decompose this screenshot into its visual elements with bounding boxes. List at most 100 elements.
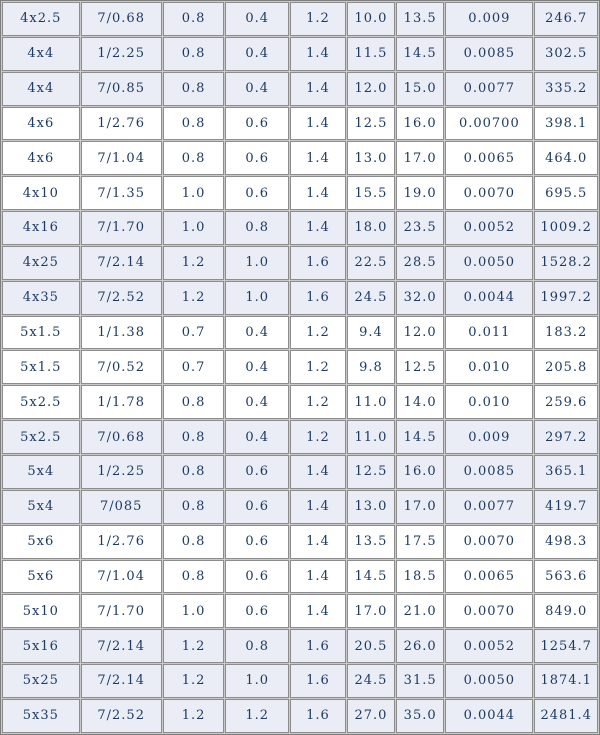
table-cell: 15.0 [396, 71, 445, 106]
table-cell: 1.2 [225, 698, 289, 733]
table-cell: 0.0052 [445, 211, 534, 245]
table-cell: 7/0.85 [80, 71, 162, 106]
table-cell: 1528.2 [534, 245, 598, 280]
table-cell: 1.6 [289, 698, 346, 733]
table-cell: 302.5 [534, 36, 598, 71]
table-cell: 335.2 [534, 71, 598, 106]
table-cell: 11.5 [346, 36, 396, 71]
table-cell: 1.4 [289, 524, 346, 559]
table-cell: 2481.4 [534, 698, 598, 733]
table-cell: 1/2.76 [80, 106, 162, 141]
table-cell: 0.0070 [445, 176, 534, 211]
table-cell: 18.5 [396, 559, 445, 594]
table-cell: 14.5 [346, 559, 396, 594]
table-cell: 4x6 [2, 106, 80, 141]
table-row: 5x2.5 7/0.68 0.8 0.4 1.2 11.0 14.5 0.009 297.2 [2, 420, 598, 454]
table-cell: 1.2 [289, 315, 346, 350]
table-cell: 0.009 [445, 420, 534, 454]
table-cell: 4x35 [2, 280, 80, 315]
table-row: 5x4 1/2.25 0.8 0.6 1.4 12.5 16.0 0.0085 365.1 [2, 454, 598, 489]
table-cell: 1.4 [289, 36, 346, 71]
table-cell: 1.6 [289, 664, 346, 698]
table-cell: 4x4 [2, 36, 80, 71]
table-cell: 0.010 [445, 385, 534, 420]
table-row: 4x6 7/1.04 0.8 0.6 1.4 13.0 17.0 0.0065 464.0 [2, 141, 598, 176]
table-cell: 7/2.14 [80, 664, 162, 698]
table-cell: 24.5 [346, 664, 396, 698]
table-cell: 0.0070 [445, 594, 534, 629]
table-cell: 1.4 [289, 141, 346, 176]
table-cell: 0.8 [162, 36, 225, 71]
table-cell: 246.7 [534, 2, 598, 36]
table-cell: 13.5 [396, 2, 445, 36]
table-cell: 18.0 [346, 211, 396, 245]
table-cell: 17.0 [346, 594, 396, 629]
table-cell: 10.0 [346, 2, 396, 36]
table-cell: 1.0 [225, 245, 289, 280]
table-cell: 0.8 [225, 629, 289, 664]
table-cell: 13.0 [346, 141, 396, 176]
table-cell: 17.0 [396, 489, 445, 524]
table-cell: 0.0044 [445, 698, 534, 733]
table-cell: 7/2.52 [80, 280, 162, 315]
table-cell: 7/0.52 [80, 350, 162, 385]
table-cell: 1.4 [289, 211, 346, 245]
table-cell: 0.010 [445, 350, 534, 385]
table-cell: 27.0 [346, 698, 396, 733]
table-cell: 0.0065 [445, 141, 534, 176]
table-cell: 7/1.70 [80, 594, 162, 629]
table-cell: 0.8 [162, 71, 225, 106]
table-row: 4x4 1/2.25 0.8 0.4 1.4 11.5 14.5 0.0085 302.5 [2, 36, 598, 71]
table-cell: 0.0085 [445, 36, 534, 71]
table-row: 4x16 7/1.70 1.0 0.8 1.4 18.0 23.5 0.0052 1009.2 [2, 211, 598, 245]
table-cell: 0.6 [225, 454, 289, 489]
table-cell: 4x6 [2, 141, 80, 176]
table-cell: 14.5 [396, 420, 445, 454]
table-cell: 14.5 [396, 36, 445, 71]
table-cell: 1/2.25 [80, 454, 162, 489]
table-cell: 0.0077 [445, 489, 534, 524]
table-cell: 849.0 [534, 594, 598, 629]
table-cell: 1.0 [162, 594, 225, 629]
table-cell: 12.5 [346, 454, 396, 489]
table-cell: 0.7 [162, 315, 225, 350]
table-cell: 0.0044 [445, 280, 534, 315]
table-row: 5x6 7/1.04 0.8 0.6 1.4 14.5 18.5 0.0065 563.6 [2, 559, 598, 594]
table-cell: 183.2 [534, 315, 598, 350]
table-cell: 1/1.38 [80, 315, 162, 350]
table-cell: 365.1 [534, 454, 598, 489]
table-cell: 1.2 [162, 245, 225, 280]
table-cell: 1.4 [289, 489, 346, 524]
table-row: 4x25 7/2.14 1.2 1.0 1.6 22.5 28.5 0.0050 1528.2 [2, 245, 598, 280]
table-cell: 0.8 [162, 420, 225, 454]
table-cell: 7/1.35 [80, 176, 162, 211]
table-cell: 1.2 [162, 664, 225, 698]
table-cell: 4x25 [2, 245, 80, 280]
table-cell: 0.4 [225, 315, 289, 350]
table-cell: 4x2.5 [2, 2, 80, 36]
table-cell: 7/0.68 [80, 420, 162, 454]
table-cell: 12.5 [346, 106, 396, 141]
table-row: 5x6 1/2.76 0.8 0.6 1.4 13.5 17.5 0.0070 498.3 [2, 524, 598, 559]
table-cell: 0.7 [162, 350, 225, 385]
table-cell: 13.5 [346, 524, 396, 559]
table-cell: 9.8 [346, 350, 396, 385]
table-cell: 398.1 [534, 106, 598, 141]
table-cell: 0.6 [225, 524, 289, 559]
table-cell: 205.8 [534, 350, 598, 385]
table-row: 4x4 7/0.85 0.8 0.4 1.4 12.0 15.0 0.0077 335.2 [2, 71, 598, 106]
table-row: 4x35 7/2.52 1.2 1.0 1.6 24.5 32.0 0.0044 1997.2 [2, 280, 598, 315]
table-cell: 0.6 [225, 106, 289, 141]
table-row: 5x10 7/1.70 1.0 0.6 1.4 17.0 21.0 0.0070 849.0 [2, 594, 598, 629]
table-row: 5x4 7/085 0.8 0.6 1.4 13.0 17.0 0.0077 419.7 [2, 489, 598, 524]
table-cell: 464.0 [534, 141, 598, 176]
table-cell: 7/2.52 [80, 698, 162, 733]
table-cell: 0.0050 [445, 245, 534, 280]
table-cell: 1.6 [289, 280, 346, 315]
table-cell: 1/1.78 [80, 385, 162, 420]
table-cell: 0.8 [162, 106, 225, 141]
table-cell: 1009.2 [534, 211, 598, 245]
table-row: 5x16 7/2.14 1.2 0.8 1.6 20.5 26.0 0.0052 1254.7 [2, 629, 598, 664]
table-cell: 1.4 [289, 559, 346, 594]
